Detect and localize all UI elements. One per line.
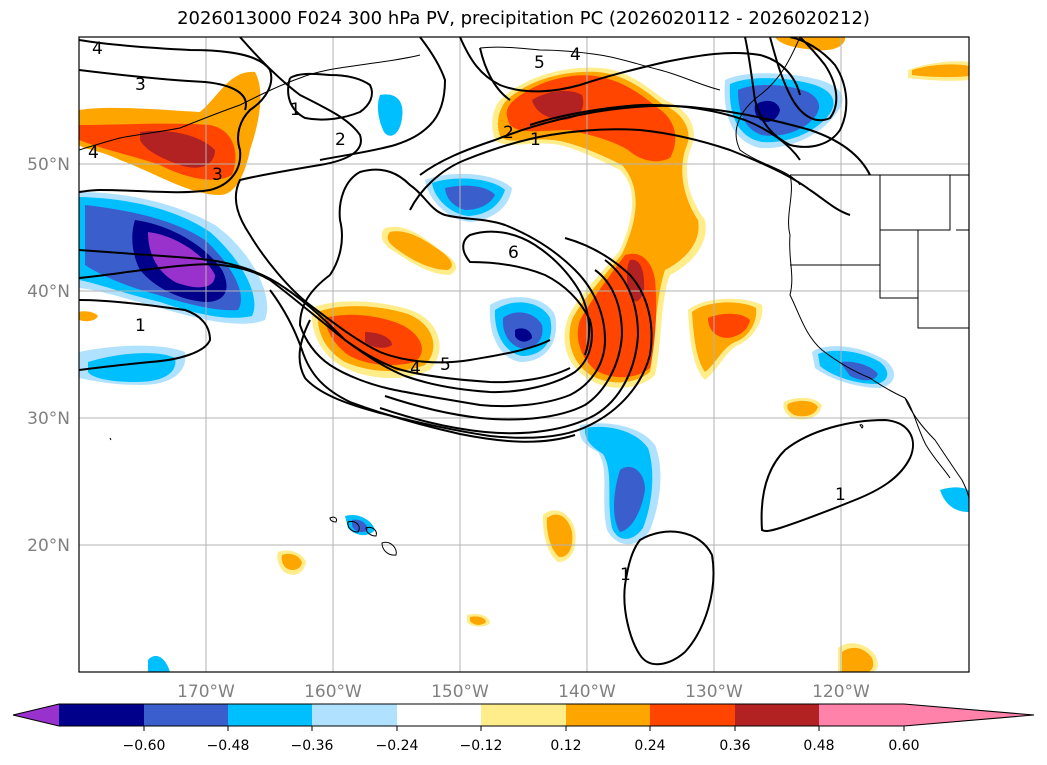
latitude-labels: 50°N 40°N 30°N 20°N bbox=[27, 155, 70, 556]
colorbar-label: −0.60 bbox=[123, 738, 166, 754]
colorbar-swatch bbox=[312, 704, 397, 726]
contour-label: 3 bbox=[135, 75, 146, 95]
contour-label: 2 bbox=[503, 123, 514, 143]
contour-label: 3 bbox=[212, 165, 223, 185]
contour-label: 1 bbox=[620, 565, 631, 585]
coastline bbox=[79, 37, 969, 501]
colorbar-ticks bbox=[143, 726, 905, 731]
colorbar-label: 0.12 bbox=[550, 738, 581, 754]
colorbar-swatch bbox=[228, 704, 312, 726]
lon-label: 160°W bbox=[304, 682, 362, 702]
map-frame bbox=[78, 36, 970, 673]
colorbar-swatch bbox=[397, 704, 481, 726]
contour-label: 4 bbox=[88, 143, 99, 163]
graticule bbox=[79, 37, 969, 672]
colorbar-extend-high bbox=[904, 704, 1034, 726]
longitude-labels: 170°W 160°W 150°W 140°W 130°W 120°W bbox=[177, 682, 870, 702]
colorbar-swatch bbox=[59, 704, 144, 726]
colorbar-label: −0.12 bbox=[460, 738, 503, 754]
lat-label: 20°N bbox=[27, 536, 70, 556]
lon-label: 170°W bbox=[177, 682, 235, 702]
colorbar-swatch bbox=[566, 704, 650, 726]
lat-label: 50°N bbox=[27, 155, 70, 175]
lon-label: 150°W bbox=[431, 682, 489, 702]
colorbar-label: 0.60 bbox=[888, 738, 919, 754]
colorbar-label: −0.24 bbox=[376, 738, 419, 754]
contour-label: 2 bbox=[335, 130, 346, 150]
lon-label: 140°W bbox=[558, 682, 616, 702]
lon-label: 130°W bbox=[685, 682, 743, 702]
colorbar-swatch bbox=[144, 704, 228, 726]
contour-label: 5 bbox=[440, 355, 451, 375]
colorbar-extend-low bbox=[13, 704, 59, 726]
colorbar-label: 0.36 bbox=[719, 738, 750, 754]
islands bbox=[109, 424, 864, 556]
colorbar: −0.60 −0.48 −0.36 −0.24 −0.12 0.12 0.24 … bbox=[12, 703, 1035, 754]
colorbar-labels: −0.60 −0.48 −0.36 −0.24 −0.12 0.12 0.24 … bbox=[123, 738, 920, 754]
contour-label: 4 bbox=[92, 39, 103, 59]
pv-contours bbox=[79, 37, 914, 666]
contour-label: 6 bbox=[508, 243, 519, 263]
colorbar-swatch bbox=[481, 704, 566, 726]
contour-label: 1 bbox=[290, 100, 301, 120]
contour-label: 1 bbox=[835, 485, 846, 505]
contour-label: 1 bbox=[135, 316, 146, 336]
contour-label: 4 bbox=[570, 45, 581, 65]
colorbar-label: 0.24 bbox=[634, 738, 665, 754]
colorbar-swatch bbox=[735, 704, 819, 726]
contour-label: 1 bbox=[530, 130, 541, 150]
lon-label: 120°W bbox=[812, 682, 870, 702]
colorbar-swatch bbox=[650, 704, 735, 726]
colorbar-swatch bbox=[819, 704, 904, 726]
lat-label: 40°N bbox=[27, 282, 70, 302]
map-title: 2026013000 F024 300 hPa PV, precipitatio… bbox=[177, 8, 870, 29]
colorbar-outline bbox=[12, 703, 1035, 727]
colorbar-label: −0.48 bbox=[207, 738, 250, 754]
contour-labels: 4 3 3 2 2 1 1 5 4 4 5 6 1 1 1 4 bbox=[88, 39, 846, 585]
contour-label: 5 bbox=[534, 53, 545, 73]
colorbar-label: −0.36 bbox=[291, 738, 334, 754]
precip-field bbox=[79, 37, 969, 672]
map-area bbox=[79, 37, 969, 672]
contour-label: 4 bbox=[410, 359, 421, 379]
lat-label: 30°N bbox=[27, 409, 70, 429]
colorbar-label: 0.48 bbox=[803, 738, 834, 754]
